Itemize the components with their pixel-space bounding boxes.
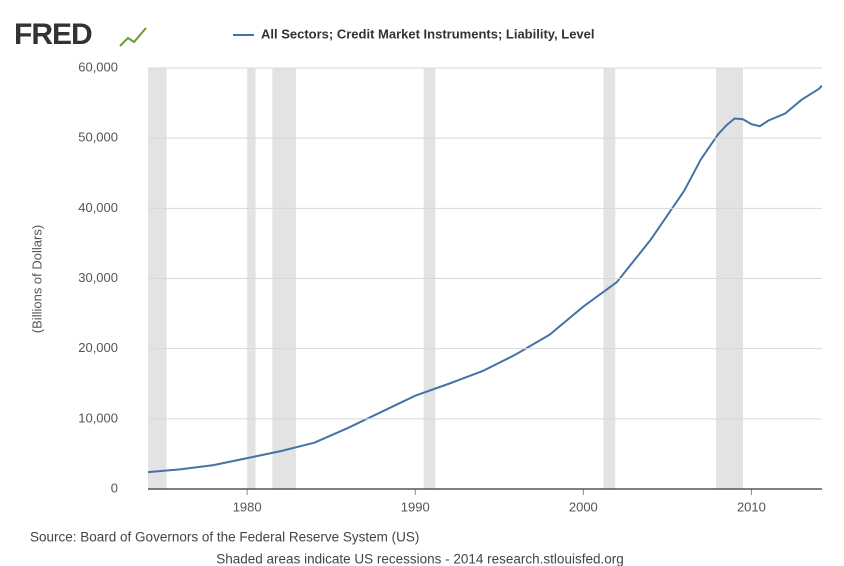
x-tick-label: 1990 — [401, 499, 430, 514]
legend-label: All Sectors; Credit Market Instruments; … — [261, 26, 595, 41]
y-tick-label: 50,000 — [78, 130, 118, 145]
logo: FRED — [14, 18, 92, 51]
y-tick-label: 10,000 — [78, 410, 118, 425]
y-tick-label: 0 — [111, 480, 118, 495]
note: Shaded areas indicate US recessions - 20… — [216, 552, 623, 566]
source: Source: Board of Governors of the Federa… — [30, 530, 419, 545]
x-tick-label: 2010 — [737, 499, 766, 514]
logo-icon — [119, 27, 147, 47]
y-tick-label: 40,000 — [78, 200, 118, 215]
y-tick-label: 30,000 — [78, 270, 118, 285]
y-axis-label: (Billions of Dollars) — [29, 225, 44, 333]
y-tick-label: 60,000 — [78, 59, 118, 74]
y-tick-label: 20,000 — [78, 340, 118, 355]
x-tick-label: 1980 — [233, 499, 262, 514]
x-tick-label: 2000 — [569, 499, 598, 514]
series-line — [148, 84, 822, 474]
